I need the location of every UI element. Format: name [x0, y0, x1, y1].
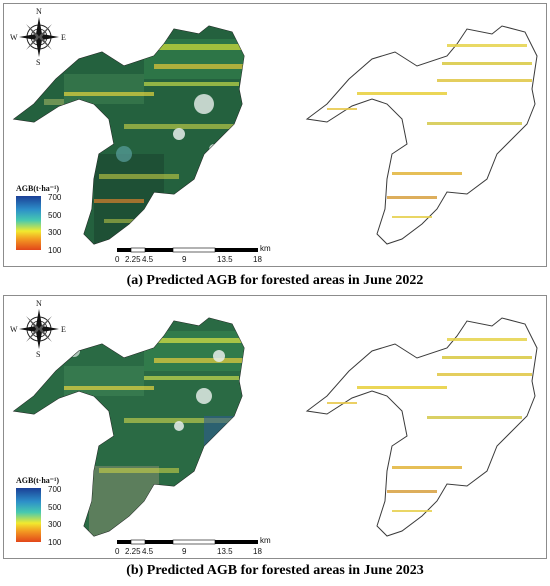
- caption-panel-b: (b) Predicted AGB for forested areas in …: [126, 563, 424, 578]
- scale-label: 2.25: [125, 255, 141, 264]
- scale-label: 0: [115, 547, 120, 556]
- scale-unit: km: [260, 536, 271, 545]
- map-panel-b: N S W E: [3, 295, 547, 559]
- legend-title: AGB(t·ha⁻¹): [16, 184, 59, 193]
- legend-tick: 700: [48, 485, 62, 494]
- satellite-agb-map: [13, 25, 245, 245]
- caption-panel-a: (a) Predicted AGB for forested areas in …: [126, 273, 424, 288]
- legend-tick: 300: [48, 228, 62, 237]
- compass-north-label: N: [36, 7, 42, 16]
- scale-label: 4.5: [142, 547, 154, 556]
- satellite-agb-map: [13, 317, 245, 537]
- scale-label: 2.25: [125, 547, 141, 556]
- legend-tick: 100: [48, 538, 62, 547]
- agb-distribution-outline-map: [305, 317, 538, 537]
- scale-unit: km: [260, 244, 271, 253]
- scale-label: 18: [253, 255, 262, 264]
- compass-east-label: E: [61, 325, 66, 334]
- compass-rose-icon: [19, 309, 59, 349]
- compass-north-label: N: [36, 299, 42, 308]
- compass-east-label: E: [61, 33, 66, 42]
- legend-tick: 500: [48, 211, 62, 220]
- compass-west-label: W: [10, 325, 18, 334]
- legend-tick: 300: [48, 520, 62, 529]
- legend-tick: 100: [48, 246, 62, 255]
- scale-bar: 0 2.25 4.5 9 13.5 18 km: [115, 244, 271, 264]
- map-panel-a: N S W E: [3, 3, 547, 267]
- compass-south-label: S: [36, 350, 40, 359]
- scale-label: 13.5: [217, 255, 233, 264]
- map-canvas-a: N S W E: [10, 7, 538, 264]
- scale-bar: 0 2.25 4.5 9 13.5 18 km: [115, 536, 271, 556]
- scale-label: 0: [115, 255, 120, 264]
- legend-title: AGB(t·ha⁻¹): [16, 476, 59, 485]
- map-canvas-b: N S W E: [10, 299, 538, 556]
- compass-rose-icon: [19, 17, 59, 57]
- compass-south-label: S: [36, 58, 40, 67]
- agb-legend: AGB(t·ha⁻¹) 700 500 300 100: [16, 476, 62, 547]
- scale-label: 9: [182, 547, 187, 556]
- legend-tick: 500: [48, 503, 62, 512]
- legend-color-ramp: [16, 488, 41, 542]
- compass-west-label: W: [10, 33, 18, 42]
- scale-label: 9: [182, 255, 187, 264]
- agb-legend: AGB(t·ha⁻¹) 700 500 300 100: [16, 184, 62, 255]
- scale-label: 18: [253, 547, 262, 556]
- scale-label: 4.5: [142, 255, 154, 264]
- legend-tick: 700: [48, 193, 62, 202]
- scale-label: 13.5: [217, 547, 233, 556]
- agb-distribution-outline-map: [305, 25, 538, 245]
- legend-color-ramp: [16, 196, 41, 250]
